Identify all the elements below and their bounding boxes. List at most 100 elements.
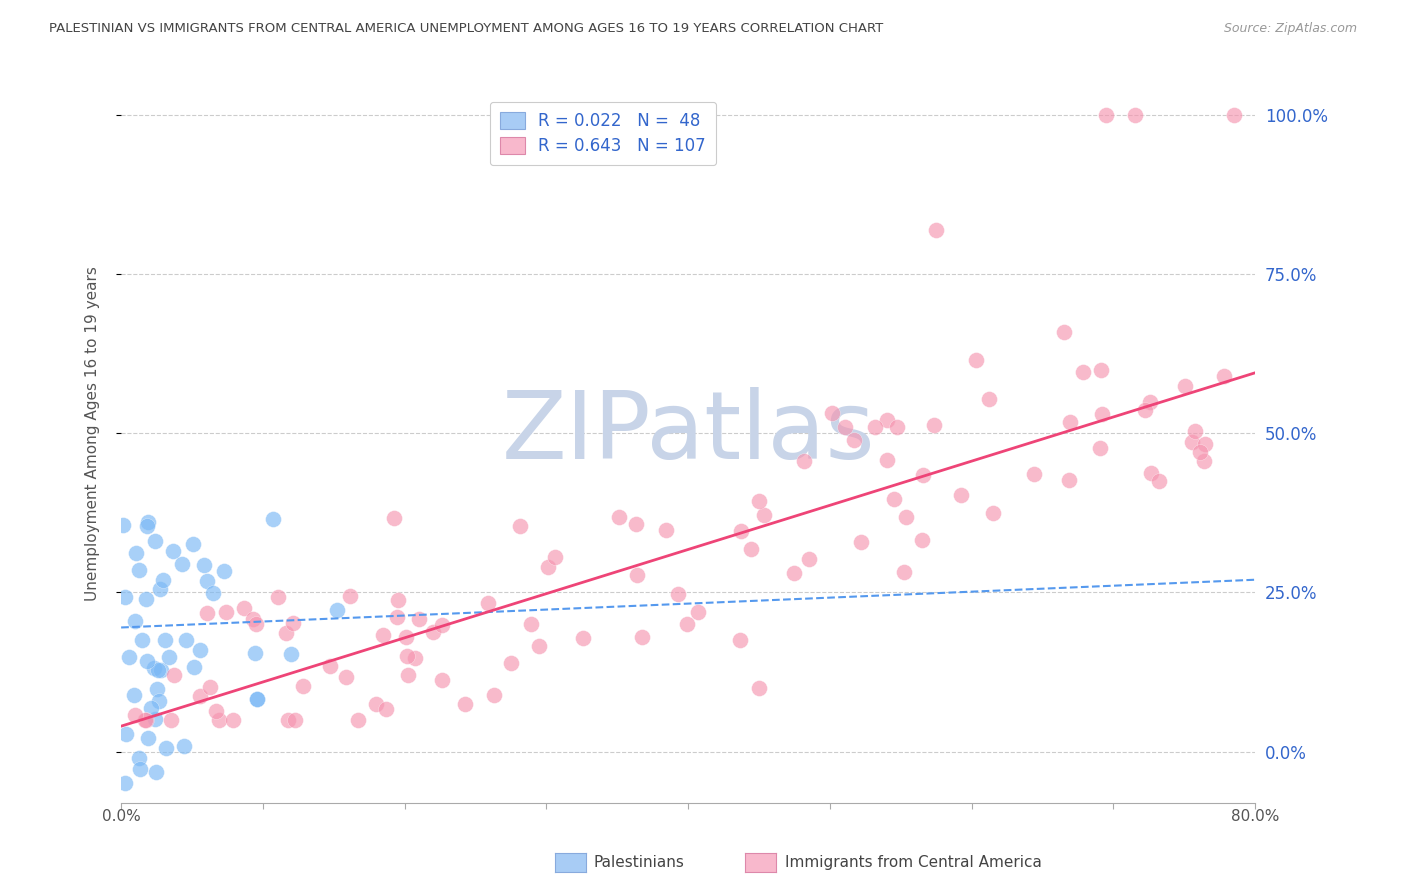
Point bbox=[148, 694, 170, 708]
Point bbox=[129, 762, 152, 776]
Point bbox=[222, 713, 245, 727]
Point bbox=[1174, 379, 1197, 393]
Point bbox=[430, 673, 453, 687]
Point bbox=[1139, 394, 1161, 409]
Point bbox=[183, 659, 205, 673]
Point bbox=[1139, 466, 1161, 480]
Point bbox=[886, 420, 908, 434]
Point bbox=[607, 510, 630, 524]
Point bbox=[396, 668, 419, 682]
Point bbox=[925, 222, 948, 236]
Text: 80.0%: 80.0% bbox=[1230, 809, 1279, 824]
Point bbox=[136, 731, 159, 746]
Point bbox=[366, 697, 388, 711]
Point bbox=[347, 713, 370, 727]
Point bbox=[676, 616, 699, 631]
Point bbox=[477, 596, 499, 610]
Point bbox=[630, 630, 652, 644]
Point bbox=[162, 544, 184, 558]
Point bbox=[170, 558, 193, 572]
Point bbox=[1095, 108, 1118, 122]
Point bbox=[1059, 415, 1081, 429]
Point bbox=[215, 606, 238, 620]
Point bbox=[202, 586, 225, 600]
Point bbox=[782, 566, 804, 580]
Point bbox=[536, 559, 558, 574]
Point bbox=[626, 517, 648, 532]
Point bbox=[274, 626, 297, 640]
Point bbox=[122, 688, 145, 702]
Point bbox=[208, 713, 231, 727]
Point bbox=[793, 454, 815, 468]
Point bbox=[318, 659, 340, 673]
Point bbox=[385, 610, 408, 624]
Point bbox=[1090, 363, 1112, 377]
Point bbox=[335, 670, 357, 684]
Point bbox=[626, 568, 648, 582]
Point bbox=[1147, 474, 1170, 488]
Point bbox=[134, 713, 156, 727]
Point bbox=[748, 494, 770, 508]
Point bbox=[326, 603, 349, 617]
Point bbox=[188, 643, 211, 657]
Point bbox=[125, 546, 148, 560]
Point bbox=[820, 405, 842, 419]
Point bbox=[118, 649, 141, 664]
Text: Source: ZipAtlas.com: Source: ZipAtlas.com bbox=[1223, 22, 1357, 36]
Point bbox=[128, 563, 150, 577]
Point bbox=[339, 589, 361, 603]
Point bbox=[142, 661, 165, 675]
Point bbox=[754, 508, 776, 523]
Point bbox=[911, 467, 934, 482]
Point bbox=[136, 654, 159, 668]
Point bbox=[163, 668, 186, 682]
Point bbox=[204, 705, 226, 719]
Point bbox=[1184, 425, 1206, 439]
Point bbox=[509, 518, 531, 533]
Point bbox=[246, 692, 269, 706]
Point bbox=[124, 707, 146, 722]
Point bbox=[124, 614, 146, 628]
Point bbox=[454, 698, 477, 712]
Point bbox=[404, 651, 426, 665]
Point bbox=[1123, 108, 1146, 122]
Point bbox=[114, 776, 136, 790]
Point bbox=[233, 601, 256, 615]
Point bbox=[188, 689, 211, 703]
Point bbox=[135, 591, 157, 606]
Point bbox=[408, 612, 430, 626]
Point bbox=[1057, 473, 1080, 487]
Point bbox=[740, 541, 762, 556]
Point bbox=[520, 616, 543, 631]
Point bbox=[949, 488, 972, 502]
Point bbox=[135, 713, 157, 727]
Point bbox=[173, 739, 195, 753]
Point bbox=[527, 639, 550, 653]
Point bbox=[131, 633, 153, 648]
Point bbox=[1213, 369, 1236, 384]
Point bbox=[387, 593, 409, 607]
Point bbox=[143, 712, 166, 726]
Point bbox=[1189, 445, 1212, 459]
Point bbox=[280, 647, 302, 661]
Point bbox=[1194, 436, 1216, 450]
Point bbox=[141, 700, 163, 714]
Point bbox=[262, 512, 284, 526]
Point bbox=[111, 517, 134, 532]
Point bbox=[1022, 467, 1045, 481]
Point bbox=[245, 646, 267, 660]
Point bbox=[849, 535, 872, 549]
Point bbox=[267, 590, 290, 604]
Point bbox=[1052, 325, 1074, 339]
Point bbox=[181, 537, 204, 551]
Point bbox=[911, 533, 934, 547]
Point bbox=[136, 519, 159, 533]
Point bbox=[174, 632, 197, 647]
Text: PALESTINIAN VS IMMIGRANTS FROM CENTRAL AMERICA UNEMPLOYMENT AMONG AGES 16 TO 19 : PALESTINIAN VS IMMIGRANTS FROM CENTRAL A… bbox=[49, 22, 883, 36]
Point bbox=[374, 702, 396, 716]
Point bbox=[382, 511, 405, 525]
Text: ZIPatlas: ZIPatlas bbox=[502, 387, 875, 479]
Point bbox=[145, 765, 167, 780]
Point bbox=[748, 681, 770, 695]
Point bbox=[193, 558, 215, 573]
